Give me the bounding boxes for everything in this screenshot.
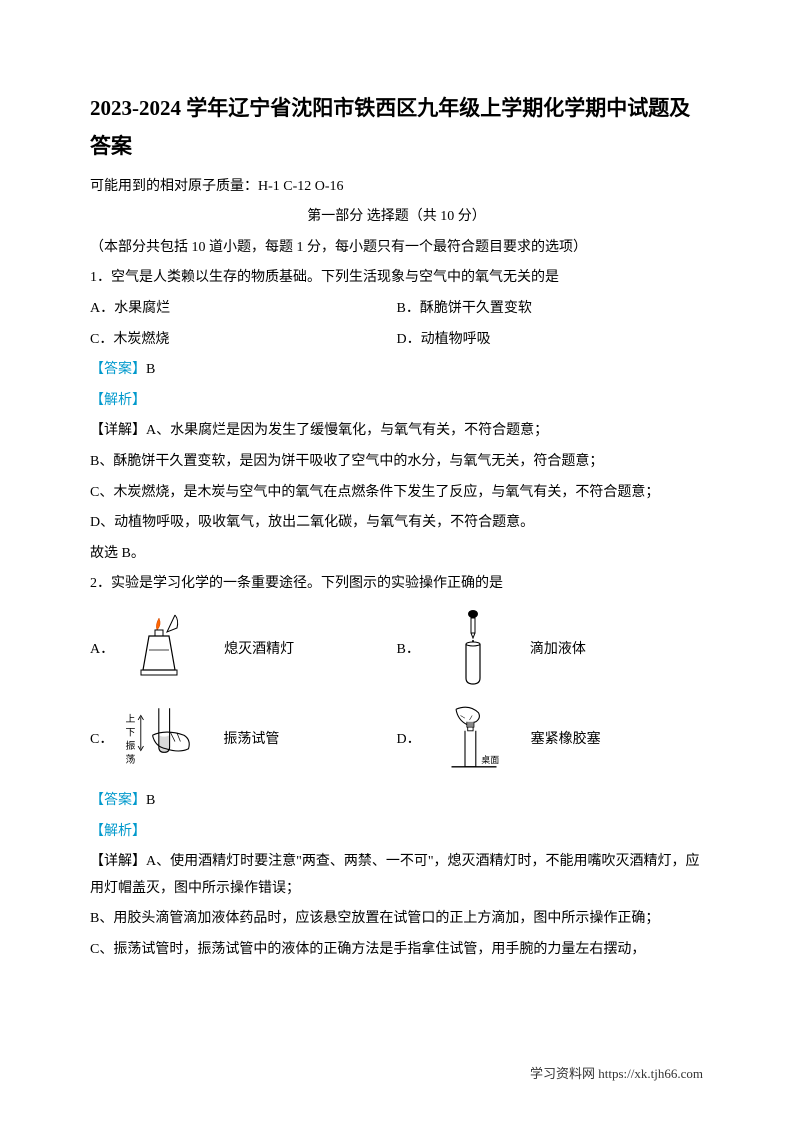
q2-detail-2: C、振荡试管时，振荡试管中的液体的正确方法是手指拿住试管，用手腕的力量左右摆动， xyxy=(90,937,703,964)
q2-body: 实验是学习化学的一条重要途径。下列图示的实验操作正确的是 xyxy=(111,576,503,591)
q2-c-label: 振荡试管 xyxy=(223,728,279,748)
q1-option-a: A．水果腐烂 xyxy=(90,296,397,323)
q2-options-row-2: C． 上 下 振 荡 振荡试管 D． xyxy=(90,698,703,778)
footer-link: 学习资料网 https://xk.tjh66.com xyxy=(530,1063,703,1082)
svg-text:桌面: 桌面 xyxy=(481,754,499,765)
q1-option-d: D．动植物呼吸 xyxy=(397,327,704,354)
q2-option-c: C． 上 下 振 荡 振荡试管 xyxy=(90,698,397,778)
q2-answer: 【答案】B xyxy=(90,788,703,815)
q1-options-row-2: C．木炭燃烧 D．动植物呼吸 xyxy=(90,327,703,354)
q2-c-letter: C． xyxy=(90,728,113,748)
q2-b-label: 滴加液体 xyxy=(530,638,586,658)
q1-analysis-label: 【解析】 xyxy=(90,388,703,415)
q2-answer-value: B xyxy=(146,793,155,808)
answer-label: 【答案】 xyxy=(90,362,146,377)
q2-detail-1: B、用胶头滴管滴加液体药品时，应该悬空放置在试管口的正上方滴加，图中所示操作正确… xyxy=(90,906,703,933)
q2-options-row-1: A． 熄灭酒精灯 B． 滴加液体 xyxy=(90,608,703,688)
q1-option-c: C．木炭燃烧 xyxy=(90,327,397,354)
q1-answer: 【答案】B xyxy=(90,357,703,384)
section-instruction: （本部分共包括 10 道小题，每题 1 分，每小题只有一个最符合题目要求的选项） xyxy=(90,235,703,262)
q2-analysis-label: 【解析】 xyxy=(90,819,703,846)
q2-option-a: A． 熄灭酒精灯 xyxy=(90,608,397,688)
q1-answer-value: B xyxy=(146,362,155,377)
q2-option-b: B． 滴加液体 xyxy=(397,608,704,688)
svg-text:下: 下 xyxy=(126,728,136,739)
q1-options-row-1: A．水果腐烂 B．酥脆饼干久置变软 xyxy=(90,296,703,323)
alcohol-lamp-icon xyxy=(122,608,212,688)
q2-detail-0: 【详解】A、使用酒精灯时要注意"两查、两禁、一不可"，熄灭酒精灯时，不能用嘴吹灭… xyxy=(90,849,703,902)
q2-number: 2． xyxy=(90,576,111,591)
dropper-tube-icon xyxy=(428,608,518,688)
q1-detail-4: 故选 B。 xyxy=(90,541,703,568)
svg-text:振: 振 xyxy=(126,739,136,752)
q1-detail-1: B、酥脆饼干久置变软，是因为饼干吸收了空气中的水分，与氧气无关，符合题意； xyxy=(90,449,703,476)
q1-body: 空气是人类赖以生存的物质基础。下列生活现象与空气中的氧气无关的是 xyxy=(111,270,559,285)
q1-detail-2: C、木炭燃烧，是木炭与空气中的氧气在点燃条件下发生了反应，与氧气有关，不符合题意… xyxy=(90,480,703,507)
q1-number: 1． xyxy=(90,270,111,285)
q2-a-letter: A． xyxy=(90,638,114,658)
shake-tube-icon: 上 下 振 荡 xyxy=(121,698,211,778)
q1-detail-3: D、动植物呼吸，吸收氧气，放出二氧化碳，与氧气有关，不符合题意。 xyxy=(90,510,703,537)
question-2-text: 2．实验是学习化学的一条重要途径。下列图示的实验操作正确的是 xyxy=(90,571,703,598)
section-header: 第一部分 选择题（共 10 分） xyxy=(90,204,703,231)
q2-d-letter: D． xyxy=(397,728,421,748)
stopper-tube-icon: 桌面 xyxy=(429,698,519,778)
svg-text:上: 上 xyxy=(126,713,136,725)
page-title: 2023-2024 学年辽宁省沈阳市铁西区九年级上学期化学期中试题及答案 xyxy=(90,90,703,166)
q1-detail-0: 【详解】A、水果腐烂是因为发生了缓慢氧化，与氧气有关，不符合题意； xyxy=(90,418,703,445)
q2-option-d: D． 桌面 塞紧橡胶塞 xyxy=(397,698,704,778)
q2-b-letter: B． xyxy=(397,638,420,658)
q2-d-label: 塞紧橡胶塞 xyxy=(531,728,601,748)
atomic-mass-note: 可能用到的相对原子质量：H-1 C-12 O-16 xyxy=(90,174,703,201)
answer-label-2: 【答案】 xyxy=(90,793,146,808)
q2-a-label: 熄灭酒精灯 xyxy=(224,638,294,658)
svg-text:荡: 荡 xyxy=(126,754,136,766)
question-1-text: 1．空气是人类赖以生存的物质基础。下列生活现象与空气中的氧气无关的是 xyxy=(90,265,703,292)
q1-option-b: B．酥脆饼干久置变软 xyxy=(397,296,704,323)
